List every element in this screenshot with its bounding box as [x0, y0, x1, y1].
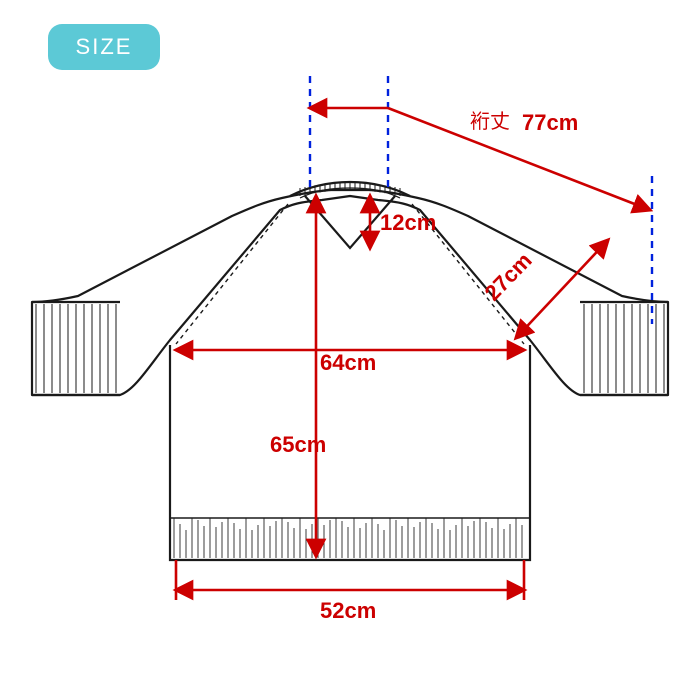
label-length: 65cm — [270, 432, 326, 457]
label-hem: 52cm — [320, 598, 376, 623]
diagram-svg: 裄丈77cm12cm27cm64cm65cm52cm — [0, 0, 700, 700]
label-neck-depth: 12cm — [380, 210, 436, 235]
label-chest: 64cm — [320, 350, 376, 375]
label-yuki-prefix: 裄丈 — [470, 110, 510, 133]
label-yuki: 77cm — [522, 110, 578, 135]
